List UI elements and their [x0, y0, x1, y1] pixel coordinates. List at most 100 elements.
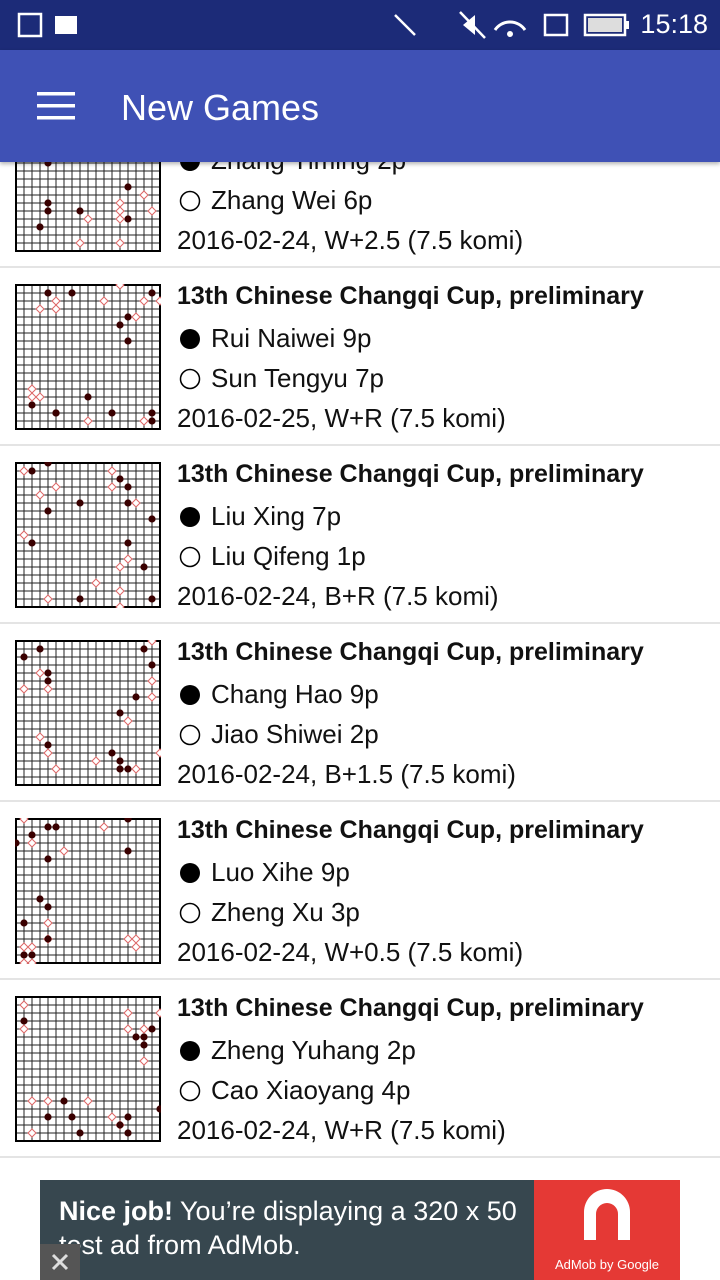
white-stone	[43, 594, 53, 604]
game-result: 2016-02-24, W+R (7.5 komi)	[177, 1115, 506, 1145]
white-stone	[43, 918, 53, 928]
board-thumbnail	[15, 284, 161, 430]
black-stone	[44, 1113, 52, 1121]
black-stone	[44, 207, 52, 215]
board-border	[15, 818, 161, 964]
white-stone	[131, 764, 141, 774]
white-player: Cao Xiaoyang 4p	[211, 1075, 411, 1105]
white-player: Zhang Wei 6p	[211, 185, 373, 215]
black-player: Rui Naiwei 9p	[211, 323, 372, 353]
white-stone	[27, 838, 37, 848]
white-stone	[123, 934, 133, 944]
game-result: 2016-02-24, B+1.5 (7.5 komi)	[177, 759, 516, 789]
black-stone	[148, 595, 156, 603]
black-stone	[44, 462, 52, 467]
black-stone	[44, 677, 52, 685]
white-stone	[131, 942, 141, 952]
black-stone	[124, 1113, 132, 1121]
black-stone	[116, 709, 124, 717]
white-stone	[131, 312, 141, 322]
black-stone	[44, 199, 52, 207]
ad-headline: Nice job!	[59, 1196, 174, 1226]
board-thumbnail	[15, 996, 161, 1142]
black-stone	[68, 289, 76, 297]
black-stone	[76, 595, 84, 603]
black-symbol	[180, 329, 200, 349]
game-item[interactable]: 13th Chinese Changqi Cup, preliminary Rui…	[0, 268, 720, 446]
black-stone	[44, 741, 52, 749]
game-item[interactable]: 13th Chinese Changqi Cup, preliminary Cha…	[0, 624, 720, 802]
black-stone	[44, 669, 52, 677]
black-player: Luo Xihe 9p	[211, 857, 350, 887]
white-stone	[147, 676, 157, 686]
white-stone	[123, 1024, 133, 1034]
white-stone	[147, 206, 157, 216]
black-stone	[140, 563, 148, 571]
white-dot	[179, 368, 201, 390]
white-stone	[99, 296, 109, 306]
white-stone	[27, 958, 37, 964]
ad-close[interactable]	[40, 1244, 80, 1280]
board-border	[15, 996, 161, 1142]
white-dot	[179, 724, 201, 746]
black-stone	[44, 903, 52, 911]
app-title: New Games	[121, 87, 320, 128]
game-item[interactable]: 13th Chinese Changqi Cup, preliminary Luo…	[0, 802, 720, 980]
white-player: Sun Tengyu 7p	[211, 363, 384, 393]
game-result: 2016-02-24, B+R (7.5 komi)	[177, 581, 499, 611]
black-stone	[20, 951, 28, 959]
board-grid	[15, 818, 161, 964]
game-item[interactable]: 13th Chinese Changqi Cup, preliminary Zhe…	[0, 980, 720, 1158]
white-stone	[139, 1024, 149, 1034]
white-symbol	[179, 902, 201, 924]
black-stone	[28, 951, 36, 959]
white-stone	[19, 466, 29, 476]
black-stone	[148, 1025, 156, 1033]
app-bar: New Games	[0, 50, 720, 162]
black-stone	[60, 1097, 68, 1105]
game-title: 13th Chinese Changqi Cup, preliminary	[177, 282, 644, 310]
white-stone	[155, 296, 161, 306]
black-stone	[15, 839, 20, 847]
black-stone	[124, 215, 132, 223]
white-stone	[27, 942, 37, 952]
white-dot	[179, 546, 201, 568]
white-stone	[35, 304, 45, 314]
white-symbol	[179, 546, 201, 568]
white-stone	[51, 764, 61, 774]
ad-text: Nice job! You’re displaying a 320 x 50 t…	[59, 1194, 539, 1262]
black-stone	[124, 499, 132, 507]
black-stone	[124, 818, 132, 823]
black-player: Liu Xing 7p	[211, 501, 342, 531]
white-stone	[147, 640, 157, 646]
white-stone	[115, 562, 125, 572]
white-stone	[59, 846, 69, 856]
white-stone	[19, 530, 29, 540]
white-stone	[27, 384, 37, 394]
black-stone	[44, 935, 52, 943]
game-title: 13th Chinese Changqi Cup, preliminary	[177, 638, 644, 666]
game-item[interactable]: 13th Chinese Changqi Cup, preliminary Liu…	[0, 446, 720, 624]
ad-banner[interactable]: Nice job! You’re displaying a 320 x 50 t…	[40, 1180, 680, 1280]
black-stone	[124, 1129, 132, 1137]
white-stone	[99, 822, 109, 832]
game-title: 13th Chinese Changqi Cup, preliminary	[177, 460, 644, 488]
black-stone	[124, 313, 132, 321]
white-stone	[27, 1128, 37, 1138]
black-stone	[140, 645, 148, 653]
status-icons	[17, 12, 416, 38]
black-stone	[28, 539, 36, 547]
white-stone	[115, 198, 125, 208]
black-stone	[124, 539, 132, 547]
black-stone	[52, 823, 60, 831]
black-stone	[116, 757, 124, 765]
black-symbol	[180, 863, 200, 883]
menu-button[interactable]	[37, 92, 77, 122]
board-border	[15, 640, 161, 786]
white-stone	[35, 668, 45, 678]
white-stone	[155, 748, 161, 758]
black-stone	[148, 289, 156, 297]
white-symbol	[179, 1080, 201, 1102]
game-title: 13th Chinese Changqi Cup, preliminary	[177, 994, 644, 1022]
